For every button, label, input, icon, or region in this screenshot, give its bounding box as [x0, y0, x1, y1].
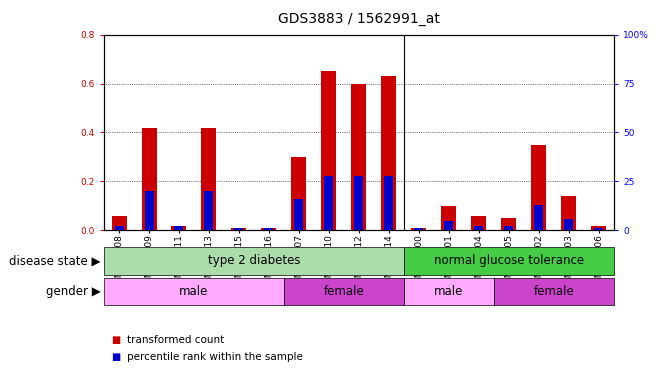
Bar [474, 227, 484, 230]
Bar [415, 228, 423, 230]
Bar [205, 191, 213, 230]
Bar [531, 145, 546, 230]
Bar [234, 228, 244, 230]
Text: female: female [533, 285, 574, 298]
Bar [384, 175, 393, 230]
Bar [321, 71, 336, 230]
Text: disease state ▶: disease state ▶ [9, 254, 101, 267]
Bar [115, 227, 123, 230]
Text: GDS3883 / 1562991_at: GDS3883 / 1562991_at [278, 12, 440, 25]
Bar [262, 228, 276, 230]
Bar [442, 206, 456, 230]
Bar [325, 175, 333, 230]
Bar [591, 225, 607, 230]
Text: percentile rank within the sample: percentile rank within the sample [127, 352, 303, 362]
Text: gender ▶: gender ▶ [46, 285, 101, 298]
Text: ■: ■ [111, 335, 120, 345]
Bar [535, 205, 544, 230]
Text: type 2 diabetes: type 2 diabetes [208, 254, 300, 267]
Bar [564, 218, 574, 230]
Bar [111, 216, 127, 230]
Bar [444, 220, 454, 230]
Bar [201, 127, 217, 230]
Bar [501, 218, 517, 230]
Bar [291, 157, 307, 230]
Bar [172, 225, 187, 230]
Bar [354, 175, 364, 230]
Bar [595, 228, 603, 230]
Text: male: male [434, 285, 464, 298]
Bar [295, 199, 303, 230]
Bar [142, 127, 156, 230]
Bar [144, 191, 154, 230]
Bar [264, 228, 274, 230]
Text: ■: ■ [111, 352, 120, 362]
Text: normal glucose tolerance: normal glucose tolerance [434, 254, 584, 267]
Bar [505, 227, 513, 230]
Bar [472, 216, 486, 230]
Bar [174, 227, 183, 230]
Text: female: female [323, 285, 364, 298]
Bar [562, 196, 576, 230]
Text: male: male [179, 285, 209, 298]
Bar [231, 228, 246, 230]
Bar [352, 84, 366, 230]
Bar [382, 76, 397, 230]
Bar [411, 228, 427, 230]
Text: transformed count: transformed count [127, 335, 225, 345]
